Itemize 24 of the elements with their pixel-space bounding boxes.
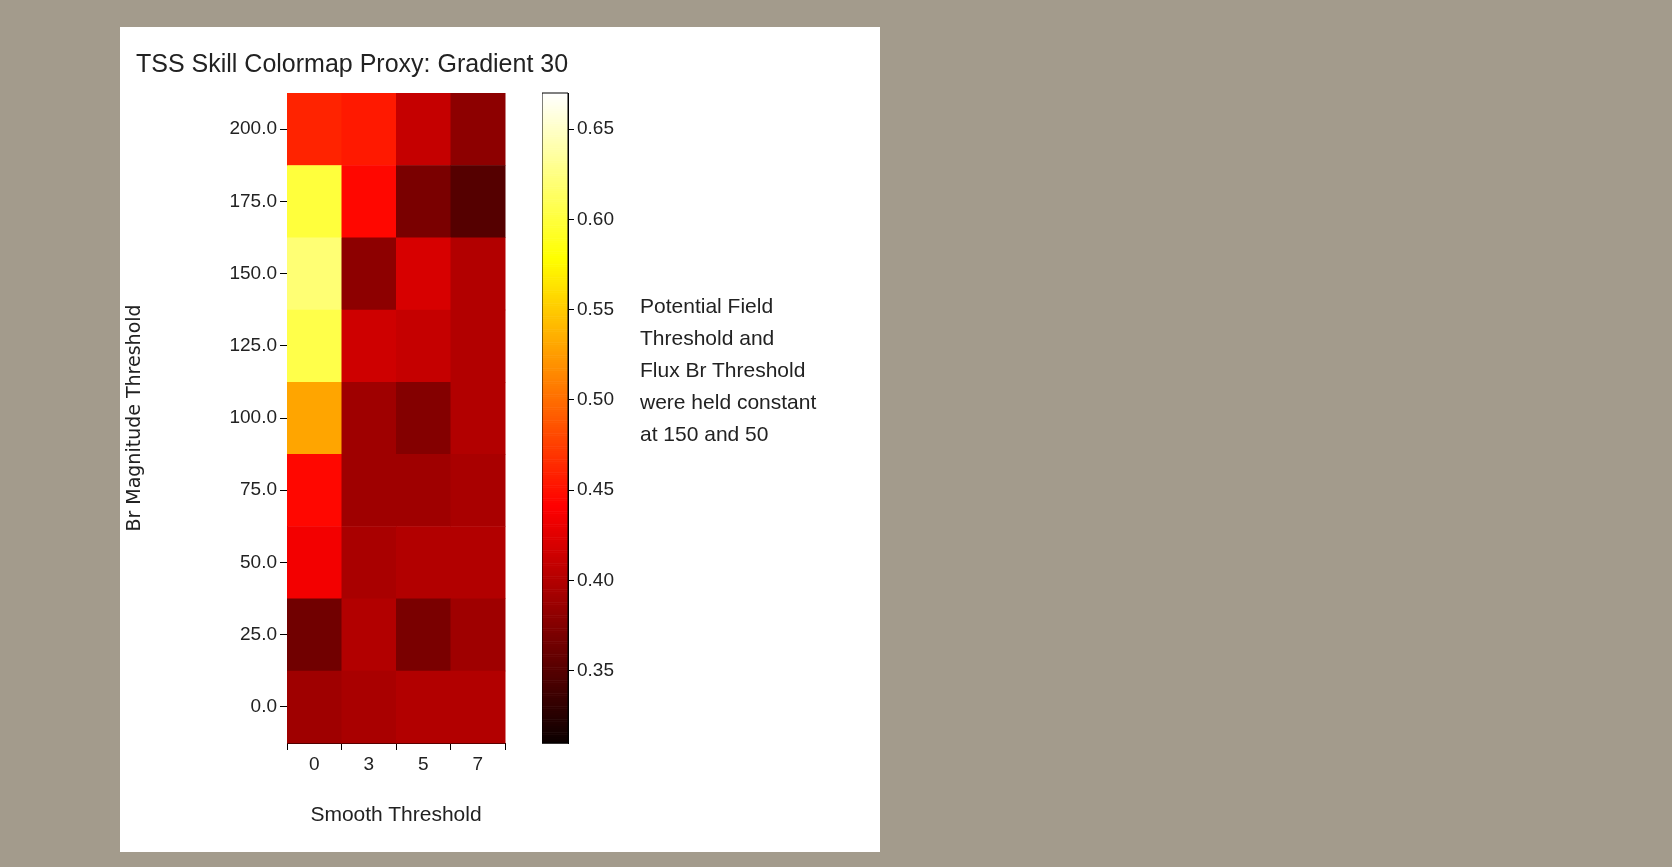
y-tick-label: 50.0: [240, 550, 277, 572]
y-tick-label: 75.0: [240, 478, 277, 500]
chart-title: TSS Skill Colormap Proxy: Gradient 30: [136, 49, 569, 77]
color-bar-label: 0.45: [577, 478, 614, 500]
y-tick-label: 150.0: [229, 261, 277, 283]
y-axis-title: Br Magnitude Threshold: [122, 304, 145, 532]
color-bar-label: 0.40: [577, 568, 614, 590]
color-bar-label: 0.35: [577, 659, 614, 681]
color-bar-label: 0.55: [577, 297, 614, 319]
text: Potential Field Threshold and Flux Br Threshold were held constant at 150 and 50: [639, 293, 817, 445]
y-tick-label: 200.0: [229, 117, 277, 139]
color-bar-label: 0.60: [577, 207, 614, 229]
color-bar-label: 0.65: [577, 117, 614, 139]
y-tick-label: 0.0: [250, 695, 277, 717]
x-tick-label: 0: [308, 752, 320, 774]
y-tick-label: 25.0: [240, 622, 277, 644]
x-tick-label: 3: [363, 752, 375, 774]
y-tick-label: 100.0: [229, 406, 277, 428]
y-tick-label: 175.0: [229, 189, 277, 211]
y-tick-label: 125.0: [229, 334, 277, 356]
color-bar-label: 0.50: [577, 388, 614, 410]
x-tick-label: 5: [417, 752, 429, 774]
x-tick-label: 7: [472, 752, 484, 774]
x-axis-title: Smooth Threshold: [310, 802, 482, 826]
